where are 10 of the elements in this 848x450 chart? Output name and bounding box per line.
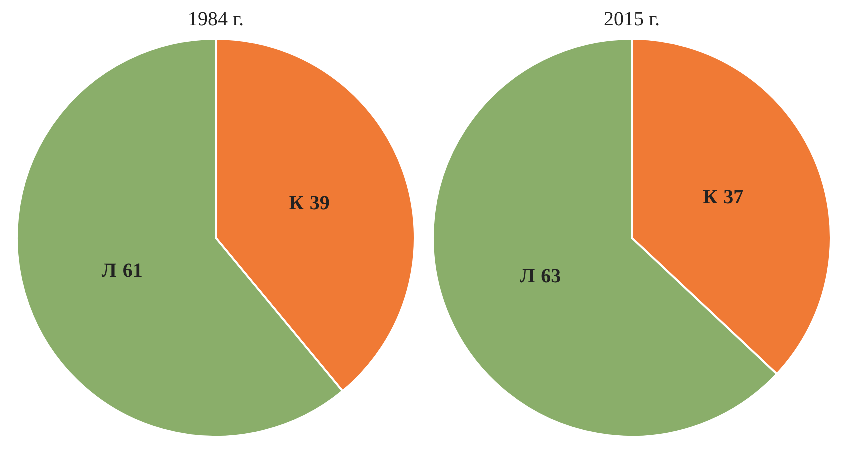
data-label: 61 xyxy=(122,260,143,282)
data-label: 39 xyxy=(310,192,330,214)
data-label: 63 xyxy=(541,266,562,288)
data-label: 37 xyxy=(724,186,744,209)
slice-label: Л xyxy=(520,266,536,288)
slice-label: К xyxy=(289,192,304,214)
slice-label: Л xyxy=(102,260,117,282)
slice-label: К xyxy=(703,186,718,209)
chart-title: 2015 г. xyxy=(604,8,660,30)
chart-title: 1984 г. xyxy=(188,8,244,30)
